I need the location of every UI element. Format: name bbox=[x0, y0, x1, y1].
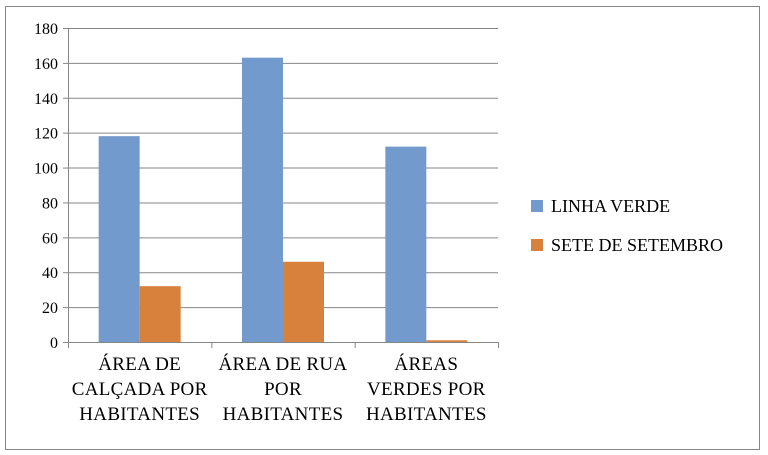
bar-sete-de-setembro bbox=[283, 261, 324, 342]
legend-label: SETE DE SETEMBRO bbox=[551, 235, 723, 255]
category-label: POR bbox=[264, 379, 302, 400]
y-tick-label: 60 bbox=[42, 230, 58, 247]
y-tick-label: 80 bbox=[42, 195, 58, 212]
y-tick-label: 160 bbox=[34, 56, 58, 73]
category-label: HABITANTES bbox=[366, 404, 487, 425]
legend-swatch bbox=[531, 200, 543, 212]
category-label: ÁREA DE RUA bbox=[219, 353, 348, 375]
category-label: ÁREAS bbox=[394, 353, 458, 375]
axes bbox=[63, 28, 499, 348]
y-tick-label: 140 bbox=[34, 91, 58, 108]
bar-sete-de-setembro bbox=[139, 286, 181, 342]
category-labels: ÁREA DE CALÇADA POR HABITANTES ÁREA DE RUA P… bbox=[72, 353, 487, 425]
bar-linha-verde bbox=[242, 57, 283, 343]
legend-label: LINHA VERDE bbox=[551, 196, 670, 216]
y-tick-label: 0 bbox=[50, 335, 58, 352]
category-label: VERDES POR bbox=[367, 379, 486, 400]
bar-linha-verde bbox=[98, 136, 140, 342]
y-tick-label: 180 bbox=[34, 21, 58, 38]
y-tick-label: 40 bbox=[42, 265, 58, 282]
bars bbox=[98, 57, 468, 343]
category-label: CALÇADA POR bbox=[72, 379, 208, 400]
legend-swatch bbox=[531, 239, 543, 251]
category-label: HABITANTES bbox=[223, 404, 344, 425]
y-tick-label: 20 bbox=[42, 300, 58, 317]
category-label: HABITANTES bbox=[79, 404, 200, 425]
y-tick-label: 100 bbox=[34, 161, 58, 178]
legend: LINHA VERDE SETE DE SETEMBRO bbox=[531, 196, 723, 255]
bar-linha-verde bbox=[385, 146, 427, 342]
bar-sete-de-setembro bbox=[426, 340, 468, 342]
y-tick-labels: 0 20 40 60 80 100 120 140 160 180 bbox=[34, 21, 58, 352]
category-label: ÁREA DE bbox=[98, 353, 181, 375]
y-tick-label: 120 bbox=[34, 126, 58, 143]
